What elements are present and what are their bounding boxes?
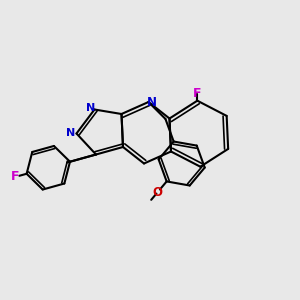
Text: N: N bbox=[146, 95, 157, 109]
Text: F: F bbox=[193, 87, 202, 100]
Text: N: N bbox=[67, 128, 76, 139]
Text: F: F bbox=[11, 170, 19, 184]
Text: O: O bbox=[153, 186, 163, 199]
Text: N: N bbox=[86, 103, 95, 113]
